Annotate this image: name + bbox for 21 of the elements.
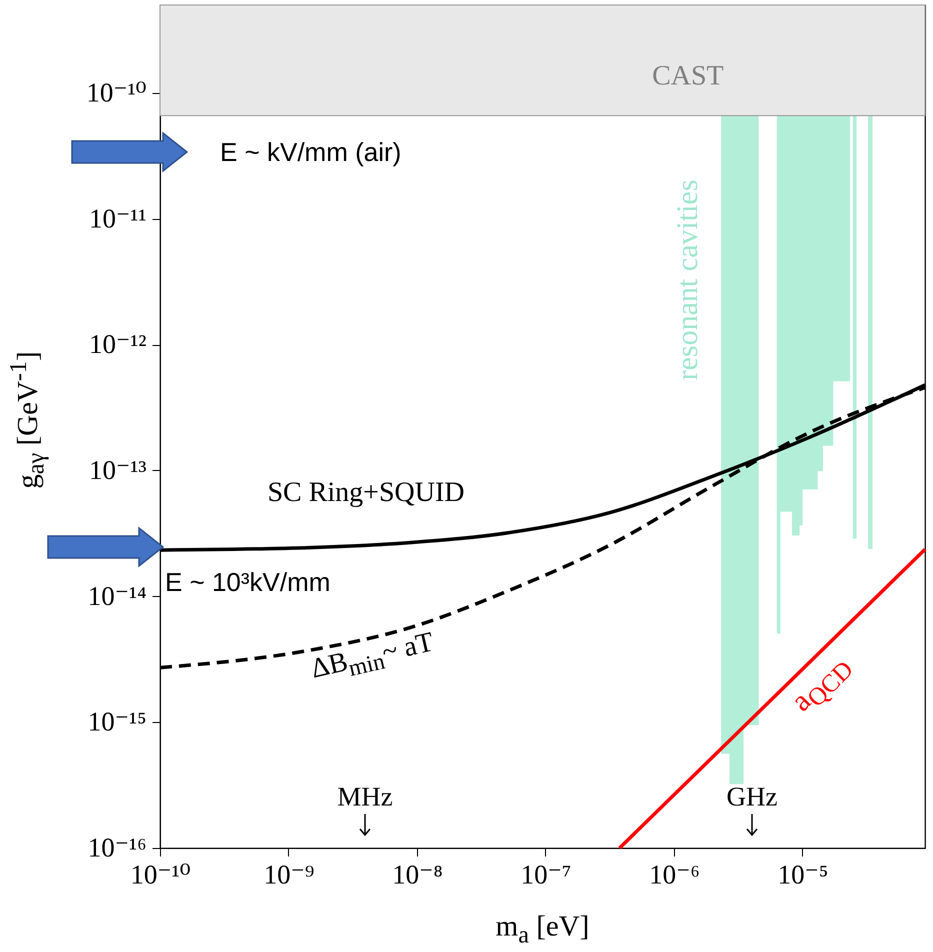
x-tick-label: 10⁻⁶ [649, 860, 700, 890]
annotation: GHz [726, 782, 778, 812]
y-tick-label: 10⁻¹¹ [89, 203, 146, 234]
y-tick-label: 10⁻¹⁵ [88, 706, 146, 737]
annotation: E ~ 10³kV/mm [165, 567, 330, 597]
series-label: SC Ring+SQUID [267, 477, 465, 508]
text: resonant cavities [671, 180, 704, 380]
x-tick-label: 10⁻⁷ [520, 860, 572, 890]
x-tick-label: 10⁻⁸ [392, 860, 443, 890]
y-tick-label: 10⁻¹² [89, 329, 146, 360]
band-label: CAST [652, 60, 724, 92]
annotation: E ~ kV/mm (air) [220, 137, 402, 167]
y-tick-label: 10⁻¹³ [89, 454, 146, 485]
x-tick-label: 10⁻¹⁰ [130, 860, 191, 890]
x-tick-label: 10⁻⁹ [264, 860, 314, 890]
x-axis-title: m$_{a}$ [eV] [496, 910, 590, 948]
y-tick-label: 10⁻¹⁶ [88, 832, 146, 862]
y-tick-label: 10⁻¹⁴ [88, 580, 146, 611]
x-tick-label: 10⁻⁵ [778, 860, 828, 890]
annotation: MHz [337, 782, 393, 812]
y-tick-label: 10⁻¹⁰ [86, 77, 147, 108]
